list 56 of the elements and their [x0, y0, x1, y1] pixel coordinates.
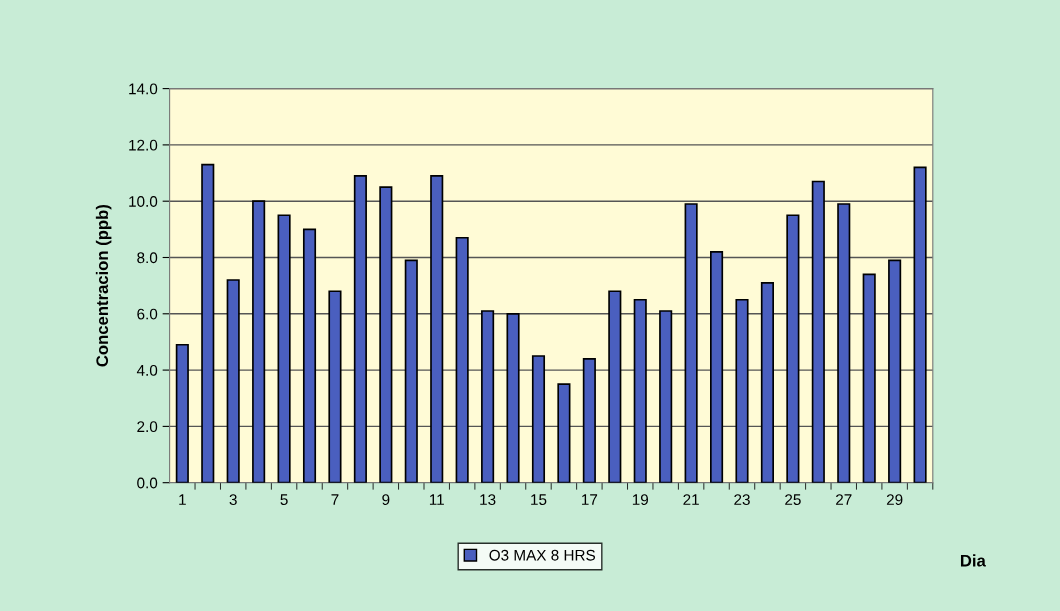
y-tick-label: 12.0 [129, 139, 158, 151]
bar [277, 214, 291, 483]
x-tick-label: 7 [331, 494, 339, 505]
bar [353, 175, 367, 483]
bar [913, 166, 927, 483]
y-tick-label: 2.0 [137, 421, 158, 433]
x-tick-label: 3 [229, 494, 237, 506]
bar [302, 228, 317, 483]
bar [684, 203, 698, 483]
bar [481, 310, 495, 483]
x-tick-label: 5 [280, 494, 288, 506]
x-tick-label: 13 [480, 494, 496, 506]
bar [252, 200, 266, 483]
x-tick-label: 11 [429, 494, 444, 505]
bar [659, 310, 673, 483]
bar [506, 312, 520, 483]
bar [582, 357, 596, 483]
legend-label: O3 MAX 8 HRS [489, 549, 596, 561]
bar [633, 298, 647, 483]
bar [430, 175, 444, 483]
bar [557, 383, 571, 483]
y-tick-label: 4.0 [136, 364, 158, 376]
bar [786, 214, 800, 483]
x-tick-label: 17 [582, 494, 598, 505]
x-tick-label: 29 [886, 494, 903, 506]
x-tick-label: 23 [734, 494, 750, 506]
bar [226, 279, 240, 483]
bar [811, 180, 825, 483]
bar [888, 259, 902, 483]
bar [175, 343, 189, 483]
x-tick-label: 25 [785, 494, 801, 506]
y-tick-label: 14.0 [129, 83, 158, 95]
bar [608, 290, 622, 483]
y-tick-label: 0.0 [137, 477, 158, 489]
bar [531, 355, 546, 483]
bar [404, 259, 418, 483]
bar [455, 236, 469, 483]
bar [328, 290, 342, 483]
bar [201, 163, 215, 483]
bar [862, 273, 876, 483]
x-tick-label: 19 [632, 494, 649, 506]
bar [837, 203, 851, 483]
x-tick-label: 21 [683, 494, 699, 505]
bar [735, 298, 749, 483]
bar [379, 186, 393, 483]
y-axis-title: Concentracion (ppb) [95, 204, 112, 367]
x-axis-title: Dia [960, 554, 986, 567]
y-tick-label: 6.0 [137, 308, 158, 320]
y-tick-label: 10.0 [129, 196, 158, 207]
x-tick-label: 1 [179, 494, 186, 505]
x-tick-label: 9 [382, 494, 390, 506]
bar [710, 251, 724, 483]
x-tick-label: 27 [836, 494, 852, 505]
y-tick-label: 8.0 [137, 252, 158, 264]
x-tick-label: 15 [531, 494, 547, 506]
bar [760, 281, 774, 483]
